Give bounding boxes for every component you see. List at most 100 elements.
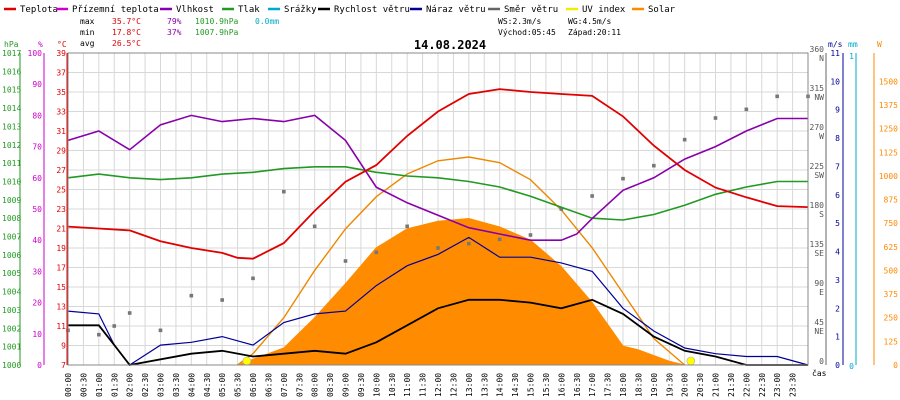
- temperature-tick-label: 35: [56, 88, 66, 97]
- temperature-tick-label: 19: [56, 244, 66, 253]
- solar-tick-label: 1375: [879, 101, 898, 110]
- wind-direction-point: [374, 250, 379, 255]
- solar-clear-line: [237, 156, 686, 366]
- wind-direction-point: [189, 293, 194, 298]
- pressure-tick-label: 1016: [2, 67, 21, 76]
- time-tick-label: 23:00: [773, 373, 782, 397]
- direction-tick-label: E: [819, 288, 824, 297]
- pressure-tick-label: 1012: [2, 141, 21, 150]
- wind-direction-point: [405, 224, 409, 229]
- pressure-tick-label: 1014: [2, 104, 21, 113]
- time-tick-label: 05:30: [234, 373, 243, 397]
- stats-value: 35.7°C: [112, 17, 141, 26]
- wind-tick-label: 9: [835, 106, 840, 115]
- humidity-tick-label: 100: [28, 49, 43, 58]
- wind-direction-point: [312, 224, 317, 229]
- temperature-unit-label: °C: [57, 40, 67, 49]
- time-tick-label: 11:00: [403, 373, 412, 397]
- time-tick-label: 04:30: [203, 373, 212, 397]
- direction-tick-label: 225: [810, 162, 825, 171]
- humidity-tick-label: 0: [37, 361, 42, 370]
- uv-index-point: [686, 356, 696, 366]
- wind-tick-label: 1: [835, 333, 840, 342]
- stats-value: 26.5°C: [112, 39, 141, 48]
- pressure-unit-label: hPa: [4, 40, 19, 49]
- wind-direction-point: [282, 189, 286, 194]
- legend-label: Směr větru: [504, 5, 558, 15]
- temperature-tick-label: 11: [56, 322, 66, 331]
- time-tick-label: 17:00: [588, 373, 597, 397]
- solar-tick-label: 125: [884, 337, 899, 346]
- pressure-tick-label: 1009: [2, 196, 21, 205]
- temperature-tick-label: 23: [56, 205, 66, 214]
- solar-tick-label: 750: [884, 219, 899, 228]
- solar-tick-label: 0: [893, 361, 898, 370]
- legend-label: Srážky: [284, 5, 317, 15]
- time-tick-label: 12:30: [449, 373, 458, 397]
- wind-direction-point: [528, 233, 533, 237]
- wind-direction-point: [744, 107, 749, 112]
- solar-tick-label: 375: [884, 290, 899, 299]
- solar-area: [237, 217, 685, 366]
- time-tick-label: 16:30: [573, 373, 582, 397]
- temperature-tick-label: 15: [56, 283, 66, 292]
- wind-direction-point: [621, 176, 625, 181]
- temperature-tick-label: 29: [56, 147, 66, 156]
- time-tick-label: 15:30: [542, 373, 551, 397]
- legend-label: UV index: [582, 5, 626, 15]
- sunrise-stat: Východ:05:45: [498, 28, 556, 37]
- direction-tick-label: W: [819, 132, 824, 141]
- temperature-tick-label: 17: [56, 264, 66, 273]
- plot-frame: [67, 52, 809, 366]
- time-tick-label: 20:00: [681, 373, 690, 397]
- wind-tick-label: 6: [835, 191, 840, 200]
- direction-tick-label: NE: [814, 327, 824, 336]
- solar-tick-label: 1250: [879, 125, 898, 134]
- wind-tick-label: 3: [835, 276, 840, 285]
- chart-title: 14.08.2024: [414, 38, 486, 52]
- solar-tick-label: 875: [884, 196, 899, 205]
- wind-direction-point: [590, 194, 594, 198]
- legend-label: Tlak: [238, 5, 260, 15]
- time-tick-label: 20:30: [696, 373, 705, 397]
- pressure-tick-label: 1000: [2, 361, 21, 370]
- temperature-line: [67, 88, 809, 260]
- direction-tick-label: SW: [814, 171, 824, 180]
- humidity-tick-label: 70: [32, 143, 42, 152]
- wind-direction-point: [497, 237, 502, 242]
- direction-tick-label: SE: [814, 249, 824, 258]
- wind-tick-label: 7: [835, 162, 840, 171]
- humidity-tick-label: 60: [32, 174, 42, 183]
- solar-tick-label: 1125: [879, 148, 898, 157]
- pressure-tick-label: 1005: [2, 269, 21, 278]
- humidity-tick-label: 30: [32, 267, 42, 276]
- time-tick-label: 02:30: [141, 373, 150, 397]
- pressure-tick-label: 1008: [2, 214, 21, 223]
- pressure-tick-label: 1007: [2, 233, 21, 242]
- wind-tick-label: 2: [835, 304, 840, 313]
- time-tick-label: 19:00: [650, 373, 659, 397]
- humidity-tick-label: 80: [32, 111, 42, 120]
- time-tick-label: 13:30: [480, 373, 489, 397]
- stats-value: 37%: [167, 28, 182, 37]
- direction-tick-label: 360: [810, 45, 825, 54]
- legend-label: Teplota: [20, 5, 58, 15]
- wind-direction-point: [112, 324, 117, 328]
- direction-tick-label: 270: [810, 123, 825, 132]
- temperature-tick-label: 21: [56, 225, 66, 234]
- stats-value: 0.0mm: [255, 17, 279, 26]
- wind-direction-point: [713, 116, 718, 120]
- temperature-tick-label: 37: [56, 69, 66, 78]
- time-tick-label: 10:00: [372, 373, 381, 397]
- wind-direction-point: [127, 311, 132, 315]
- solar-tick-label: 1000: [879, 172, 898, 181]
- wind-direction-point: [467, 241, 471, 246]
- time-tick-label: 22:30: [758, 373, 767, 397]
- wind-tick-label: 11: [830, 49, 840, 58]
- humidity-unit-label: %: [38, 40, 43, 49]
- time-tick-label: 17:30: [604, 373, 613, 397]
- time-tick-label: 21:00: [712, 373, 721, 397]
- wind-tick-label: 10: [830, 77, 840, 86]
- time-tick-label: 08:30: [326, 373, 335, 397]
- wind-gust-line: [67, 236, 809, 366]
